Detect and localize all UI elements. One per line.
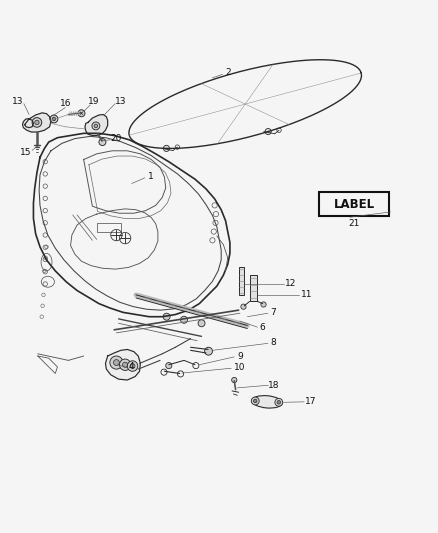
Text: 4: 4	[129, 362, 134, 372]
Circle shape	[92, 122, 100, 130]
Circle shape	[163, 146, 170, 151]
Text: 21: 21	[349, 219, 360, 228]
Text: 2: 2	[225, 68, 230, 77]
Text: 10: 10	[234, 364, 246, 372]
Circle shape	[127, 361, 138, 372]
Circle shape	[232, 377, 237, 383]
Circle shape	[251, 397, 259, 405]
Text: 19: 19	[88, 97, 99, 106]
Polygon shape	[106, 350, 141, 380]
Circle shape	[241, 304, 246, 309]
Text: 9: 9	[237, 351, 243, 360]
Circle shape	[205, 348, 212, 355]
Circle shape	[277, 400, 281, 404]
Text: 8: 8	[271, 338, 276, 348]
Text: 11: 11	[300, 290, 312, 300]
Text: LABEL: LABEL	[334, 198, 375, 211]
Bar	[250, 275, 258, 302]
Text: 16: 16	[60, 99, 71, 108]
Circle shape	[123, 362, 128, 367]
Circle shape	[180, 316, 187, 323]
Text: 13: 13	[11, 97, 23, 106]
Text: 1: 1	[148, 173, 154, 182]
Circle shape	[35, 120, 39, 125]
Text: 20: 20	[111, 134, 122, 143]
Text: 6: 6	[260, 323, 265, 332]
Bar	[319, 192, 389, 216]
Text: 12: 12	[285, 279, 297, 288]
Circle shape	[275, 398, 283, 406]
Circle shape	[99, 139, 106, 146]
Circle shape	[78, 110, 85, 117]
Text: 15: 15	[20, 148, 32, 157]
Circle shape	[163, 313, 170, 320]
Circle shape	[32, 118, 42, 127]
Circle shape	[110, 356, 123, 369]
Polygon shape	[85, 115, 108, 135]
Circle shape	[52, 117, 56, 120]
Text: 18: 18	[268, 381, 279, 390]
Circle shape	[166, 362, 172, 369]
Circle shape	[120, 359, 131, 370]
Circle shape	[254, 399, 257, 403]
Polygon shape	[22, 113, 51, 132]
Circle shape	[113, 360, 119, 366]
Circle shape	[94, 124, 98, 128]
Circle shape	[265, 128, 271, 135]
Bar	[239, 266, 244, 295]
Circle shape	[198, 320, 205, 327]
Text: 13: 13	[115, 97, 127, 106]
Text: 7: 7	[271, 308, 276, 317]
Circle shape	[130, 364, 135, 368]
Ellipse shape	[252, 395, 282, 408]
Circle shape	[50, 115, 58, 123]
Circle shape	[261, 302, 266, 307]
Bar	[97, 223, 121, 232]
Text: 17: 17	[305, 397, 316, 406]
